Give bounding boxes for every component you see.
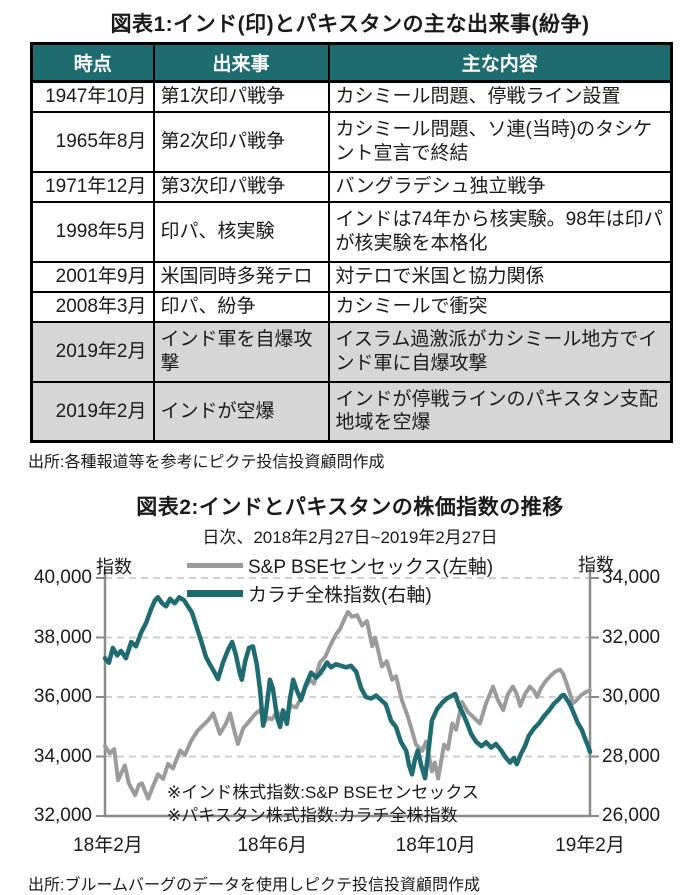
left-axis-tick-label: 40,000 — [33, 567, 92, 588]
cell-event: 印パ、核実験 — [152, 200, 330, 263]
table-row: 2019年2月 インド軍を自爆攻撃 イスラム過激派がカシミール地方でインド軍に自… — [30, 320, 673, 383]
figure2-title: 図表2:インドとパキスタンの株価指数の推移 — [136, 496, 564, 519]
chart-note-india: ※インド株式指数:S&P BSEセンセックス — [167, 783, 479, 802]
table-row: 1998年5月 印パ、核実験 インドは74年から核実験。98年は印パが核実験を本… — [30, 200, 673, 263]
cell-event: 第1次印パ戦争 — [152, 80, 330, 113]
cell-detail: カシミール問題、ソ連(当時)のタシケント宣言で終結 — [327, 110, 673, 173]
figure1-title: 図表1:インド(印)とパキスタンの主な出来事(紛争) — [110, 13, 590, 36]
cell-event: 第3次印パ戦争 — [152, 170, 330, 203]
table-header-row: 時点 出来事 主な内容 — [30, 42, 673, 83]
events-table: 時点 出来事 主な内容 1947年10月 第1次印パ戦争 カシミール問題、停戦ラ… — [30, 42, 673, 443]
table-row: 1947年10月 第1次印パ戦争 カシミール問題、停戦ライン設置 — [30, 80, 673, 113]
col-header-detail: 主な内容 — [327, 42, 673, 83]
left-axis-tick-label: 32,000 — [33, 805, 92, 826]
cell-detail: カシミール問題、停戦ライン設置 — [327, 80, 673, 113]
chart-note-pakistan: ※パキスタン株式指数:カラチ全株指数 — [167, 806, 458, 825]
right-axis-tick-label: 28,000 — [602, 745, 661, 767]
left-axis-tick-label: 34,000 — [33, 745, 92, 767]
legend-item-karachi: カラチ全株指数(右軸) — [187, 579, 493, 607]
cell-date: 2019年2月 — [30, 320, 155, 383]
cell-date: 1965年8月 — [30, 110, 155, 173]
cell-date: 1947年10月 — [30, 80, 155, 113]
table-row: 2001年9月 米国同時多発テロ 対テロで米国と協力関係 — [30, 260, 673, 293]
x-axis-tick-label: 18年10月 — [395, 835, 476, 856]
x-axis-tick-label: 18年6月 — [237, 835, 308, 856]
cell-event: インドが空爆 — [152, 380, 330, 443]
x-axis-tick-label: 19年2月 — [555, 835, 625, 856]
cell-detail: 対テロで米国と協力関係 — [327, 260, 673, 293]
left-axis-tick-label: 36,000 — [33, 686, 92, 707]
left-axis-unit-label: 指数 — [96, 557, 132, 577]
cell-event: 印パ、紛争 — [152, 290, 330, 323]
col-header-event: 出来事 — [152, 42, 330, 83]
stock-index-chart: 指数 指数 S&P BSEセンセックス(左軸) カラチ全株指数(右軸) ※インド… — [0, 551, 700, 865]
figure2-subtitle: 日次、2018年2月27日~2019年2月27日 — [202, 528, 498, 547]
table-row: 2019年2月 インドが空爆 インドが停戦ラインのパキスタン支配地域を空爆 — [30, 380, 673, 443]
cell-date: 2008年3月 — [30, 290, 155, 323]
right-axis-tick-label: 34,000 — [602, 567, 661, 588]
cell-detail: バングラデシュ独立戦争 — [327, 170, 673, 203]
karachi-line-series — [102, 595, 593, 781]
cell-detail: インドは74年から核実験。98年は印パが核実験を本格化 — [327, 200, 673, 263]
legend-label-sensex: S&P BSEセンセックス(左軸) — [248, 556, 494, 578]
figure1-source: 出所:各種報道等を参考にピクテ投信投資顧問作成 — [28, 454, 385, 471]
right-axis-tick-label: 32,000 — [602, 626, 661, 648]
cell-event: 第2次印パ戦争 — [152, 110, 330, 173]
table-row: 1971年12月 第3次印パ戦争 バングラデシュ独立戦争 — [30, 170, 673, 203]
cell-detail: インドが停戦ラインのパキスタン支配地域を空爆 — [327, 380, 673, 443]
right-axis-tick-label: 30,000 — [602, 686, 661, 707]
cell-event: 米国同時多発テロ — [152, 260, 330, 293]
col-header-date: 時点 — [30, 42, 155, 83]
cell-date: 1998年5月 — [30, 200, 155, 263]
cell-event: インド軍を自爆攻撃 — [152, 320, 330, 383]
left-axis-tick-label: 38,000 — [33, 626, 92, 648]
legend-item-sensex: S&P BSEセンセックス(左軸) — [187, 551, 493, 579]
sensex-line-series — [103, 609, 592, 801]
cell-date: 2019年2月 — [30, 380, 155, 443]
chart-legend: S&P BSEセンセックス(左軸) カラチ全株指数(右軸) — [187, 551, 493, 607]
chart-canvas — [96, 569, 599, 818]
cell-date: 1971年12月 — [30, 170, 155, 203]
legend-label-karachi: カラチ全株指数(右軸) — [248, 584, 432, 606]
x-axis-tick-label: 18年2月 — [73, 835, 143, 856]
table-row: 2008年3月 印パ、紛争 カシミールで衝突 — [30, 290, 673, 323]
karachi-line-swatch — [187, 589, 243, 597]
sensex-line-swatch — [187, 562, 243, 568]
table-row: 1965年8月 第2次印パ戦争 カシミール問題、ソ連(当時)のタシケント宣言で終… — [30, 110, 673, 173]
right-axis-tick-label: 26,000 — [602, 805, 661, 826]
right-axis-unit-label: 指数 — [578, 555, 614, 575]
cell-detail: カシミールで衝突 — [327, 290, 673, 323]
figure2-source: 出所:ブルームバーグのデータを使用しピクテ投信投資顧問作成 — [28, 877, 480, 894]
cell-detail: イスラム過激派がカシミール地方でインド軍に自爆攻撃 — [327, 320, 673, 383]
cell-date: 2001年9月 — [30, 260, 155, 293]
